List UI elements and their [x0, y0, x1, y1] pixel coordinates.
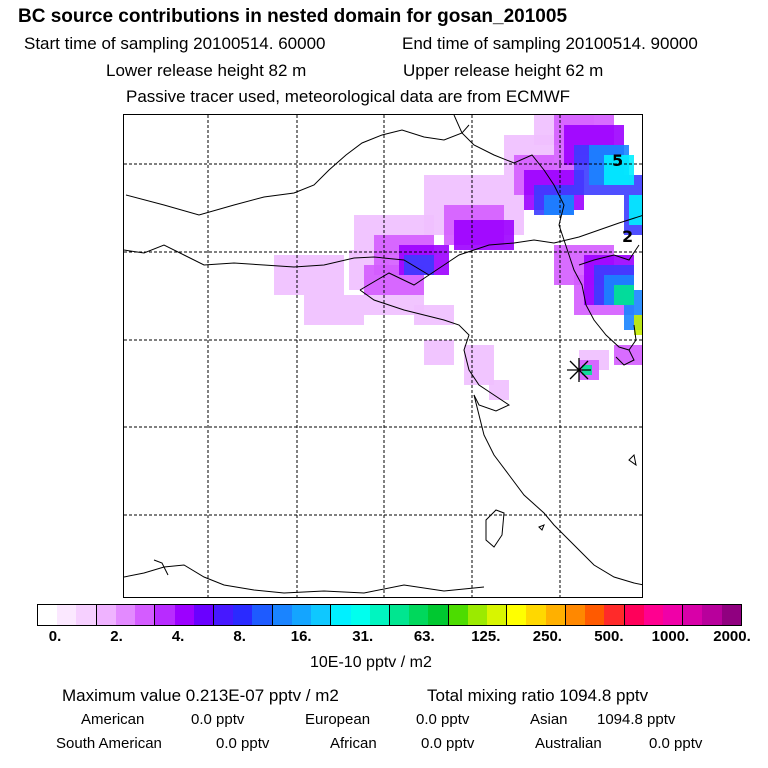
- concentration-cell: [604, 155, 634, 185]
- colorbar-swatch: [507, 605, 527, 625]
- coastlines: [124, 115, 642, 594]
- maximum-value: Maximum value 0.213E-07 pptv / m2: [62, 686, 339, 705]
- plot-title: BC source contributions in nested domain…: [18, 6, 568, 27]
- region-value-australian: 0.0 pptv: [649, 735, 703, 752]
- receptor-star-icon: [567, 358, 591, 382]
- colorbar-tick-label: 31.: [352, 628, 374, 645]
- colorbar-swatch: [526, 605, 546, 625]
- colorbar-unit: 10E-10 pptv / m2: [310, 654, 432, 671]
- region-name-african: African: [330, 735, 377, 752]
- lower-release-label: Lower release height 82 m: [106, 61, 307, 80]
- graticule: [124, 115, 642, 597]
- colorbar-swatch: [624, 605, 644, 625]
- colorbar-swatch: [702, 605, 722, 625]
- end-time-label: End time of sampling 20100514. 90000: [402, 34, 698, 53]
- colorbar-swatch: [585, 605, 605, 625]
- concentration-cell: [414, 305, 454, 325]
- region-value-asian: 1094.8 pptv: [597, 711, 676, 728]
- upper-release-label: Upper release height 62 m: [403, 61, 604, 80]
- colorbar: [37, 604, 742, 626]
- colorbar-swatch: [721, 605, 741, 625]
- colorbar-tick-label: 1000.: [651, 628, 690, 645]
- concentration-cell: [404, 255, 434, 275]
- map-svg: 5 2: [124, 115, 642, 597]
- colorbar-tick-label: 8.: [233, 628, 246, 645]
- region-name-american: American: [81, 711, 145, 728]
- colorbar-swatch: [115, 605, 136, 625]
- colorbar-swatch: [683, 605, 703, 625]
- concentration-cell: [634, 315, 642, 335]
- colorbar-tick-label: 125.: [471, 628, 501, 645]
- tracer-note: Passive tracer used, meteorological data…: [126, 87, 571, 106]
- region-value-south-american: 0.0 pptv: [216, 735, 270, 752]
- colorbar-swatch: [213, 605, 234, 625]
- colorbar-swatch: [369, 605, 390, 625]
- concentration-cell: [464, 345, 494, 385]
- concentration-cell: [489, 380, 509, 400]
- colorbar-swatch: [545, 605, 566, 625]
- colorbar-tick-label: 500.: [594, 628, 624, 645]
- colorbar-swatch: [409, 605, 429, 625]
- concentration-cell: [614, 345, 642, 365]
- total-mixing-ratio: Total mixing ratio 1094.8 pptv: [427, 686, 649, 705]
- region-name-australian: Australian: [535, 735, 602, 752]
- map-panel: 5 2: [123, 114, 643, 598]
- colorbar-tick-label: 250.: [532, 628, 562, 645]
- colorbar-swatch: [311, 605, 332, 625]
- contour-label-2: 2: [622, 227, 633, 246]
- region-name-south-american: South American: [56, 735, 162, 752]
- region-value-african: 0.0 pptv: [421, 735, 475, 752]
- colorbar-swatch: [331, 605, 351, 625]
- colorbar-swatch: [76, 605, 97, 625]
- colorbar-swatch: [57, 605, 77, 625]
- colorbar-swatch: [38, 605, 58, 625]
- region-value-european: 0.0 pptv: [416, 711, 470, 728]
- colorbar-swatch: [467, 605, 488, 625]
- colorbar-tick-label: 2000.: [713, 628, 751, 645]
- concentration-cell: [424, 340, 454, 365]
- colorbar-swatch: [96, 605, 116, 625]
- region-name-european: European: [305, 711, 371, 728]
- colorbar-swatch: [565, 605, 586, 625]
- colorbar-swatch: [291, 605, 312, 625]
- colorbar-swatch: [428, 605, 449, 625]
- colorbar-swatch: [389, 605, 410, 625]
- concentration-cell: [304, 295, 364, 325]
- colorbar-swatch: [643, 605, 663, 625]
- colorbar-tick-label: 4.: [171, 628, 185, 645]
- colorbar-tick-label: 0.: [48, 628, 62, 645]
- colorbar-swatch: [448, 605, 468, 625]
- colorbar-swatch: [252, 605, 273, 625]
- colorbar-swatch: [663, 605, 684, 625]
- concentration-cell: [614, 285, 634, 305]
- colorbar-swatch: [272, 605, 292, 625]
- colorbar-swatch: [604, 605, 625, 625]
- concentration-cell: [629, 195, 642, 225]
- concentration-field: [274, 115, 642, 400]
- colorbar-swatch: [233, 605, 253, 625]
- colorbar-swatch: [135, 605, 156, 625]
- colorbar-swatch: [193, 605, 214, 625]
- colorbar-tick-label: 2.: [110, 628, 123, 645]
- contour-label-5: 5: [612, 151, 623, 170]
- region-name-asian: Asian: [530, 711, 568, 728]
- concentration-cell: [544, 195, 574, 215]
- region-value-american: 0.0 pptv: [191, 711, 245, 728]
- colorbar-tick-label: 63.: [413, 628, 435, 645]
- colorbar-swatch: [487, 605, 508, 625]
- concentration-cell: [274, 255, 344, 295]
- concentration-cell: [454, 220, 514, 250]
- colorbar-swatch: [350, 605, 370, 625]
- colorbar-swatch: [174, 605, 194, 625]
- colorbar-swatch: [155, 605, 175, 625]
- colorbar-tick-label: 16.: [290, 628, 312, 645]
- start-time-label: Start time of sampling 20100514. 60000: [24, 34, 326, 53]
